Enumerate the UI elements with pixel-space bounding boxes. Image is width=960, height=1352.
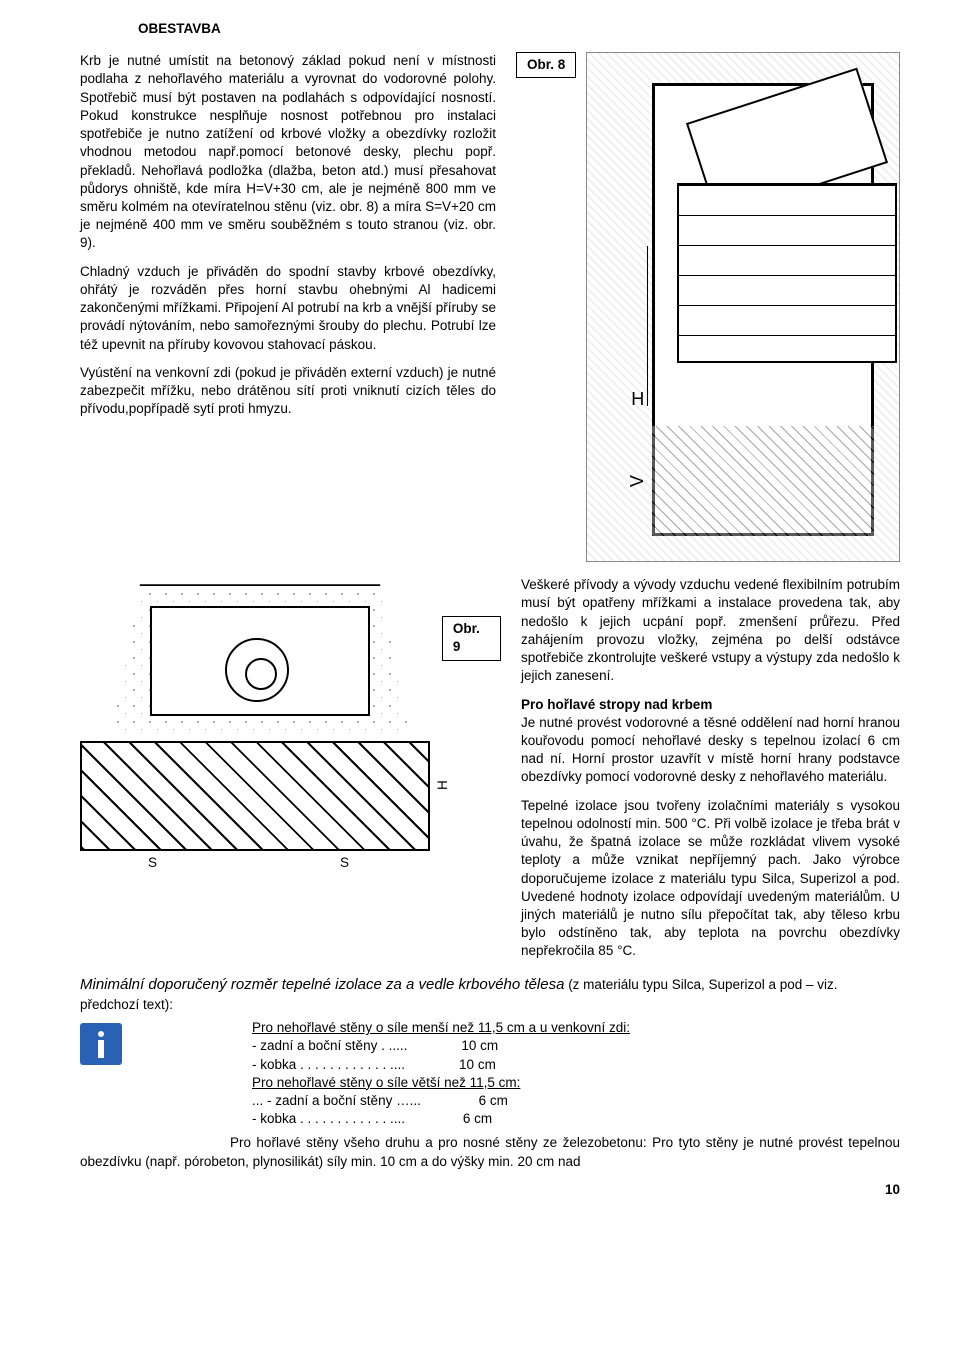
spec-u1: Pro nehořlavé stěny o síle menší než 11,… [252, 1020, 630, 1035]
insulation-heading-main: Minimální doporučený rozměr tepelné izol… [80, 976, 564, 993]
figure-9-vent [225, 638, 289, 702]
subhead-ceilings: Pro hořlavé stropy nad krbem [521, 696, 900, 714]
figure-9-column: S S H Obr. 9 [80, 576, 501, 960]
spec-r1b-val: 10 cm [459, 1057, 496, 1072]
spec-list: Pro nehořlavé stěny o síle menší než 11,… [252, 1019, 630, 1128]
figure-9-s-left: S [148, 854, 157, 872]
top-two-column: Krb je nutné umístit na betonový základ … [80, 52, 900, 562]
figure-8-bricks [677, 183, 897, 363]
figure-8-column: Obr. 8 H V [516, 52, 900, 562]
figure-9-h-label: H [434, 780, 452, 790]
paragraph-1: Krb je nutné umístit na betonový základ … [80, 52, 496, 252]
info-icon [80, 1023, 122, 1065]
paragraph-6-partial: Tepelné izolace jsou tvořeny izolačními … [521, 797, 900, 961]
info-icon-bar [98, 1040, 104, 1058]
figure-9-ground-hatch [80, 741, 430, 851]
info-icon-dot [98, 1031, 104, 1037]
paragraph-2: Chladný vzduch je přiváděn do spodní sta… [80, 263, 496, 354]
figure-8-base-hatch [652, 426, 874, 536]
insulation-heading: Minimální doporučený rozměr tepelné izol… [80, 975, 900, 1016]
figure-9-label: Obr. 9 [442, 616, 501, 660]
paragraph-3: Vyústění na venkovní zdi (pokud je přivá… [80, 364, 496, 419]
spec-r1a-val: 10 cm [461, 1038, 498, 1053]
section-title: OBESTAVBA [138, 20, 900, 38]
figure-8-h-label: H [631, 387, 644, 411]
spec-r1b: - kobka . . . . . . . . . . . . .... [252, 1057, 405, 1072]
spec-r2a-val: 6 cm [479, 1093, 508, 1108]
paragraph-5: Je nutné provést vodorovné a těsné odděl… [521, 714, 900, 787]
right-text-column: Veškeré přívody a vývody vzduchu vedené … [521, 576, 900, 960]
figure-8-label: Obr. 8 [516, 52, 576, 78]
figure-8-v-label: V [625, 475, 649, 487]
spec-r2b: - kobka . . . . . . . . . . . . .... [252, 1111, 405, 1126]
figure-9-s-right: S [340, 854, 349, 872]
paragraph-4: Veškeré přívody a vývody vzduchu vedené … [521, 576, 900, 685]
paragraph-7: Pro hořlavé stěny všeho druhu a pro nosn… [80, 1134, 900, 1170]
spec-r2a: ... - zadní a boční stěny …... [252, 1093, 421, 1108]
figure-9: S S H [80, 576, 430, 876]
spec-u2: Pro nehořlavé stěny o síle větší než 11,… [252, 1075, 520, 1090]
spec-r1a: - zadní a boční stěny . ..... [252, 1038, 407, 1053]
page-number: 10 [80, 1181, 900, 1199]
spec-r2b-val: 6 cm [463, 1111, 492, 1126]
figure-8-dim-line [647, 246, 659, 406]
left-text-column: Krb je nutné umístit na betonový základ … [80, 52, 496, 562]
info-block: Pro nehořlavé stěny o síle menší než 11,… [80, 1019, 900, 1128]
mid-two-column: S S H Obr. 9 Veškeré přívody a vývody vz… [80, 576, 900, 960]
figure-8: H V [586, 52, 900, 562]
